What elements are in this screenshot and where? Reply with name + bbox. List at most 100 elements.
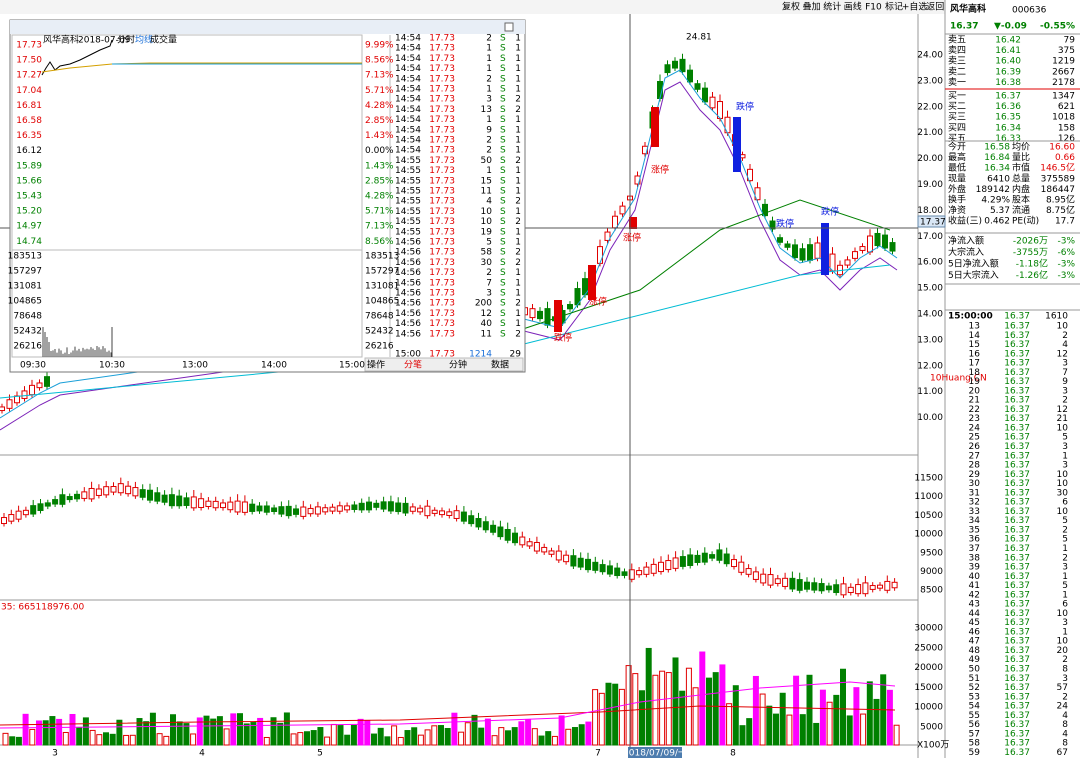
volume-bar xyxy=(223,728,230,746)
book-price: 16.40 xyxy=(995,57,1021,67)
trade-cell: 14:55 xyxy=(395,156,421,166)
trade-cell: 14:54 xyxy=(395,95,421,105)
trade-cell: 17.73 xyxy=(429,329,455,339)
volume-bar xyxy=(833,694,840,746)
volume-bar xyxy=(645,647,652,746)
candle xyxy=(811,582,818,591)
popup-price-label: 16.58 xyxy=(16,116,42,126)
popup-volume-label: 183513 xyxy=(365,252,399,262)
popup-pct-label: 7.13% xyxy=(365,222,394,232)
volume-bar xyxy=(103,732,109,746)
candle xyxy=(754,187,761,201)
limit-candle xyxy=(821,223,829,275)
candle xyxy=(52,499,59,505)
candle xyxy=(767,574,774,586)
price-axis-label: 16.00 xyxy=(917,258,943,268)
trade-cell: S xyxy=(500,156,506,166)
toolbar-button[interactable]: 返回 xyxy=(926,1,944,13)
toolbar-button[interactable]: +自选 xyxy=(902,1,928,13)
tick-time: 15:00:00 xyxy=(948,312,993,322)
popup-time-label: 13:00 xyxy=(182,361,208,371)
volume-bar xyxy=(424,729,431,746)
stat-value: 6410 xyxy=(987,174,1010,184)
popup-tab[interactable]: 分钟 xyxy=(449,359,467,371)
tick-price: 16.37 xyxy=(1004,637,1030,647)
stat-label: 均价 xyxy=(1012,141,1030,153)
trade-cell: S xyxy=(500,258,506,268)
tick-volume: 9 xyxy=(1062,377,1068,387)
candle xyxy=(59,494,66,505)
indicator-axis-label: 9500 xyxy=(920,548,943,558)
trade-cell: 14:56 xyxy=(395,309,421,319)
candle xyxy=(366,501,372,511)
candle xyxy=(529,308,536,319)
watermark: 10Huang.CN xyxy=(930,374,987,384)
toolbar-button[interactable]: 复权 xyxy=(782,1,800,13)
candle xyxy=(723,553,730,565)
trade-cell: 2 xyxy=(515,217,521,227)
toolbar-button[interactable]: 标记 xyxy=(885,1,903,13)
candle xyxy=(519,536,526,546)
tick-minute: 42 xyxy=(969,590,980,600)
volume-bar xyxy=(196,717,203,746)
book-volume: 2667 xyxy=(1052,67,1075,77)
tick-price: 16.37 xyxy=(1004,739,1030,749)
popup-tab[interactable]: 分笔 xyxy=(404,359,422,371)
tick-minute: 46 xyxy=(969,627,981,637)
trade-cell: 7 xyxy=(486,278,492,288)
trade-cell: 1 xyxy=(515,227,521,237)
flow-label: 5日大宗流入 xyxy=(948,269,999,281)
volume-bar xyxy=(458,731,465,746)
trade-cell: 1 xyxy=(515,268,521,278)
limit-candle xyxy=(733,117,741,172)
candle xyxy=(205,500,212,507)
stat-value: 4.29% xyxy=(981,196,1010,206)
tick-minute: 26 xyxy=(969,442,981,452)
candle xyxy=(66,496,73,501)
tick-price: 16.37 xyxy=(1004,368,1030,378)
candle xyxy=(664,64,671,74)
candle xyxy=(833,584,840,594)
trade-cell: 17.73 xyxy=(429,309,455,319)
tick-volume: 6 xyxy=(1062,498,1068,508)
tick-minute: 44 xyxy=(969,609,981,619)
candle xyxy=(117,483,124,494)
popup-tab[interactable]: 操作 xyxy=(367,359,385,371)
candle xyxy=(592,561,599,571)
trade-cell: S xyxy=(500,95,506,105)
trade-cell: S xyxy=(500,227,506,237)
candle xyxy=(672,60,678,69)
trade-cell: 1 xyxy=(515,207,521,217)
candle xyxy=(604,231,611,241)
tick-volume: 12 xyxy=(1057,349,1068,359)
tick-volume: 2 xyxy=(1062,331,1068,341)
toolbar-button[interactable]: F10 xyxy=(865,3,882,13)
volume-bar xyxy=(598,692,605,746)
candle xyxy=(619,205,626,215)
toolbar-button[interactable]: 统计 xyxy=(823,1,841,13)
volume-bar xyxy=(404,730,411,746)
indicator-axis-label: 10500 xyxy=(914,511,943,521)
popup-tab[interactable]: 数据 xyxy=(491,359,509,371)
candle xyxy=(665,560,672,571)
date-label: 7 xyxy=(595,749,601,758)
volume-bar xyxy=(639,690,645,746)
candle xyxy=(278,506,285,515)
tick-price: 16.37 xyxy=(1004,405,1030,415)
stat-label: 现量 xyxy=(948,173,966,184)
candle xyxy=(256,505,263,512)
candle xyxy=(504,528,511,541)
candle xyxy=(74,493,80,500)
trade-cell: 17.73 xyxy=(429,95,455,105)
tick-minute: 58 xyxy=(969,739,981,749)
tick-price: 16.37 xyxy=(1004,664,1030,674)
toolbar-button[interactable]: 画线 xyxy=(844,1,862,13)
trade-cell: 2 xyxy=(486,268,492,278)
tick-minute: 54 xyxy=(969,702,981,712)
volume-bar xyxy=(853,687,860,746)
toolbar-button[interactable]: 叠加 xyxy=(803,2,821,13)
trade-cell: 10 xyxy=(481,207,493,217)
price-change: ▼-0.09 xyxy=(994,22,1027,32)
limit-candle xyxy=(588,265,596,300)
tick-minute: 15 xyxy=(969,340,980,350)
